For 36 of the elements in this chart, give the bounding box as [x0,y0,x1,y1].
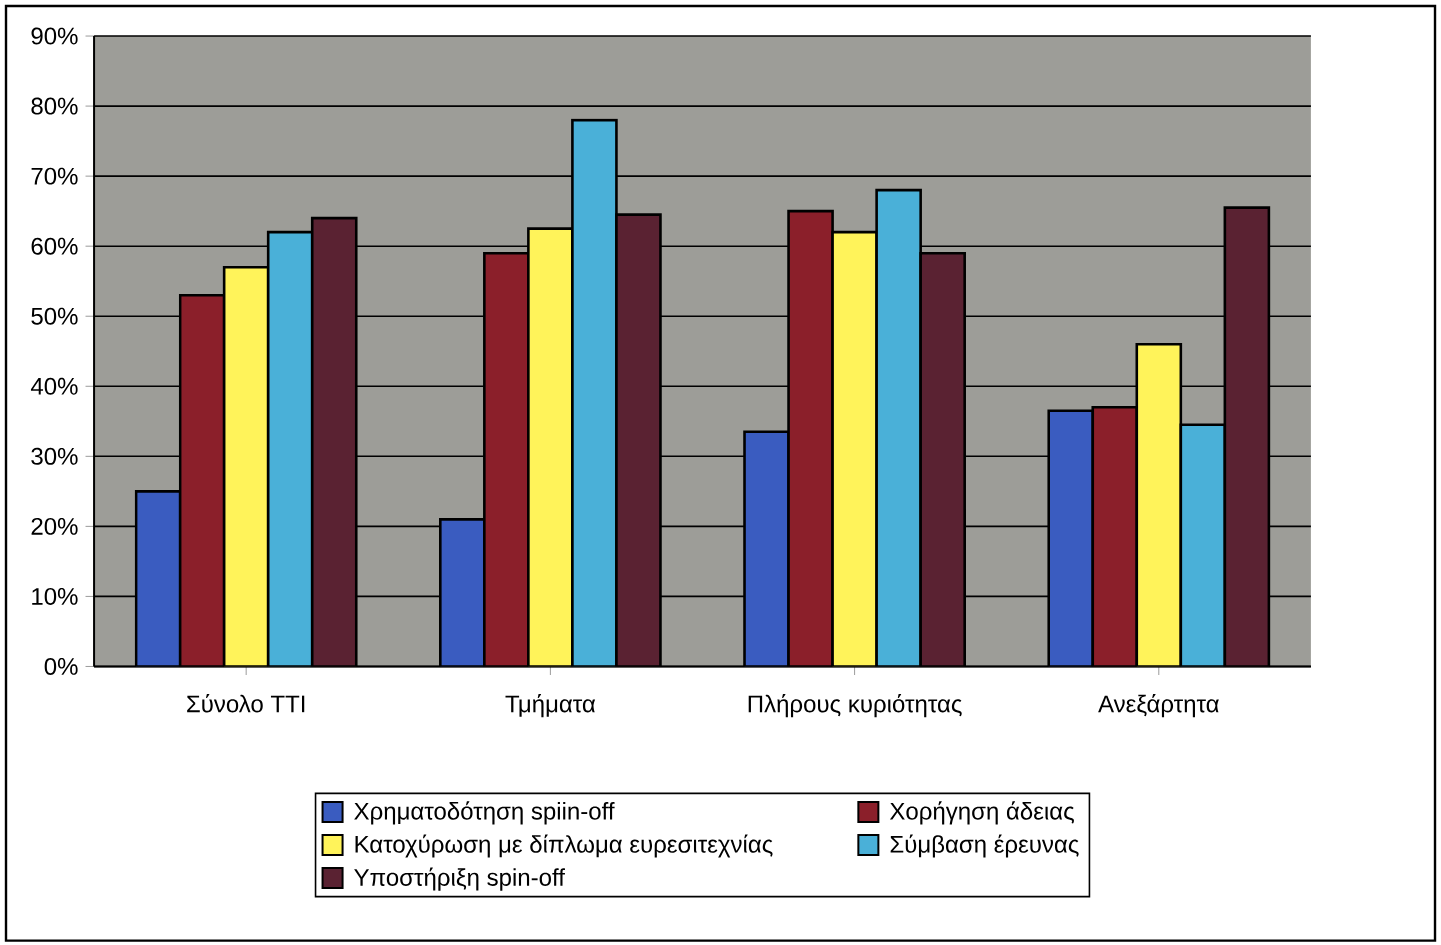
bar [527,227,574,667]
legend-label: Υποστήριξη spin-off [354,867,565,891]
bar [875,189,922,667]
y-tick-label: 90% [31,27,78,45]
legend-label: Χορήγηση άδειας [889,801,1074,825]
bar [831,231,878,667]
y-tick-label: 10% [32,588,78,606]
y-tick-label: 50% [31,307,78,325]
bar [571,118,618,667]
y-tick-label: 30% [31,448,78,465]
legend-label: Κατοχύρωση με δίπλωμα ευρεσιτεχνίας [355,834,773,858]
bar [439,518,486,667]
x-tick-label: Ανεξάρτητα [1098,694,1219,718]
legend-label: Σύμβαση έρευνας [890,834,1079,858]
x-tick-label: Πλήρους κυριότητας [748,694,962,718]
y-tick-label: 40% [30,377,78,395]
x-tick-label: Σύνολο ΤΤΙ [187,694,305,713]
y-tick-label: 60% [31,237,78,255]
y-tick-label: 70% [31,167,78,185]
bar [787,210,834,667]
bar [178,294,226,667]
bar [266,231,314,667]
bar [615,213,662,667]
bar [919,252,966,667]
y-tick-label: 20% [31,518,78,536]
bar [483,252,530,667]
x-tick-label: Τμήματα [505,694,596,718]
y-tick-label: 80% [31,97,78,115]
y-tick-label: 0% [44,658,78,676]
bar [743,430,790,667]
legend-label: Χρηματοδότηση spiin-off [354,801,615,825]
bar [1135,343,1183,667]
bar [1223,206,1271,667]
bar [222,266,270,667]
bar [134,490,182,667]
bar [1179,423,1227,667]
